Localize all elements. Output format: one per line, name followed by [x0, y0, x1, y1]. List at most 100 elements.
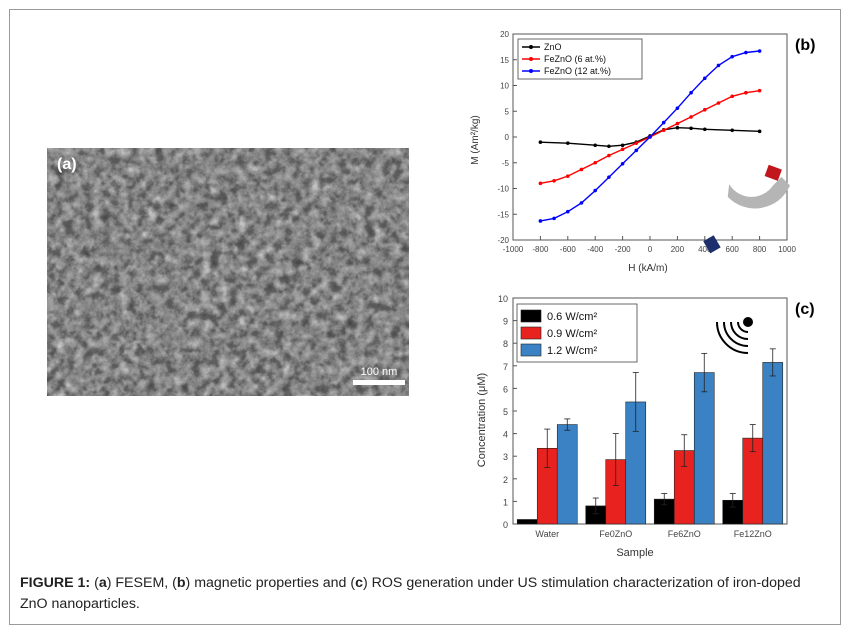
b-point-1: [703, 107, 707, 112]
c-bars-group: [516, 348, 784, 525]
b-y-tick-label: -10: [497, 185, 509, 194]
b-point-2: [648, 135, 652, 139]
b-point-1: [689, 115, 693, 119]
b-legend-label: FeZnO (12 at.%): [544, 66, 611, 76]
caption-text-3: ) magnetic properties and (: [185, 575, 356, 591]
b-legend-label: FeZnO (6 at.%): [544, 54, 606, 64]
c-bar: [556, 424, 578, 525]
b-point-1: [552, 178, 556, 183]
b-point-2: [593, 188, 597, 193]
ros-chart: 0 1 2 3 4 5 6 7 8 9 10 Water Fe0ZnO Fe6ZnO Fe12ZnO 0.6…: [476, 294, 815, 559]
c-legend-label: 1.2 W/cm²: [547, 345, 597, 357]
c-y-tick-label: 7: [503, 362, 508, 372]
c-legend-label: 0.6 W/cm²: [547, 311, 597, 323]
c-y-tick-label: 2: [503, 475, 508, 485]
b-point-2: [703, 76, 707, 81]
b-x-tick-label: -200: [615, 245, 632, 254]
caption-ref-a: a: [98, 575, 107, 591]
b-y-tick-label: -20: [497, 236, 509, 245]
b-y-tick-label: 10: [500, 82, 509, 91]
b-point-1: [538, 181, 543, 186]
b-y-tick-label: -15: [497, 210, 509, 219]
b-y-tick-label: 5: [505, 107, 510, 116]
b-y-axis-label: M (Am²/kg): [470, 115, 481, 164]
b-point-2: [730, 54, 734, 59]
magnetization-chart: -1000 -800 -600 -400 -200 0 200 400 600 800 1000-2…: [470, 30, 815, 274]
b-x-tick-label: 200: [671, 245, 685, 254]
b-point-2: [566, 209, 570, 214]
b-point-0: [675, 125, 680, 130]
b-x-axis-label: H (kA/m): [628, 263, 667, 274]
c-x-tick-label: Fe12ZnO: [734, 529, 772, 539]
b-axes: -1000 -800 -600 -400 -200 0 200 400 600 800 1000-2…: [497, 30, 796, 254]
c-y-axis-label: Concentration (μM): [476, 373, 488, 467]
b-point-1: [744, 90, 748, 95]
b-x-tick-label: 1000: [778, 245, 796, 254]
fesem-image: (a) 100 nm: [47, 148, 409, 396]
b-point-2: [552, 216, 556, 221]
b-point-2: [579, 201, 584, 205]
b-point-1: [757, 88, 762, 93]
c-y-tick-label: 6: [503, 384, 508, 394]
caption-ref-c: c: [355, 575, 363, 591]
b-point-1: [593, 160, 597, 165]
figure-frame: [9, 9, 841, 625]
b-point-2: [757, 49, 762, 53]
c-legend-swatch: [520, 326, 542, 340]
c-legend-swatch: [520, 343, 542, 357]
b-x-tick-label: 600: [726, 245, 740, 254]
caption-text-1: (: [90, 575, 99, 591]
ultrasound-icon: [716, 317, 753, 354]
b-y-tick-label: 20: [500, 30, 509, 39]
b-point-2: [607, 175, 611, 179]
b-legend-marker: [529, 57, 533, 61]
b-x-tick-label: 400: [698, 245, 712, 254]
b-point-2: [620, 161, 625, 166]
fesem-texture: [47, 148, 409, 396]
b-point-0: [730, 128, 734, 133]
b-point-0: [703, 127, 707, 132]
magnet-icon: [703, 164, 790, 254]
b-point-2: [689, 90, 693, 95]
b-point-0: [593, 143, 597, 148]
b-point-1: [675, 121, 680, 126]
b-legend: ZnO FeZnO (6 at.%) FeZnO (12 at.%): [517, 38, 643, 80]
b-point-2: [675, 106, 680, 110]
b-legend-marker: [529, 45, 533, 49]
panel-b-label: (b): [795, 37, 815, 54]
c-x-tick-label: Fe6ZnO: [668, 529, 701, 539]
caption-text-2: ) FESEM, (: [106, 575, 177, 591]
scale-bar-label: 100 nm: [360, 366, 398, 378]
c-y-tick-label: 0: [503, 520, 508, 530]
b-point-0: [607, 144, 611, 149]
b-point-0: [566, 141, 570, 145]
b-x-tick-label: -1000: [503, 245, 524, 254]
b-point-2: [744, 50, 748, 55]
b-point-1: [661, 128, 666, 133]
c-legend: 0.6 W/cm² 0.9 W/cm² 1.2 W/cm²: [516, 303, 638, 363]
caption-ref-b: b: [176, 575, 186, 591]
b-y-tick-label: 15: [500, 56, 509, 65]
b-point-1: [620, 147, 625, 152]
c-y-tick-label: 3: [503, 452, 508, 462]
b-legend-marker: [529, 69, 533, 73]
c-y-tick-label: 4: [503, 430, 508, 440]
c-legend-label: 0.9 W/cm²: [547, 328, 597, 340]
b-point-1: [634, 141, 639, 145]
figure-caption: FIGURE 1: (a) FESEM, (b) magnetic proper…: [20, 573, 830, 615]
b-point-1: [607, 153, 611, 158]
c-legend-swatch: [520, 309, 542, 323]
c-x-tick-label: Fe0ZnO: [599, 529, 632, 539]
b-x-tick-label: -600: [560, 245, 577, 254]
b-point-0: [757, 129, 762, 134]
b-point-2: [661, 120, 666, 125]
b-y-tick-label: -5: [502, 159, 510, 168]
caption-figure-number: FIGURE 1:: [20, 575, 91, 591]
b-point-1: [566, 174, 570, 178]
b-point-0: [538, 140, 543, 144]
c-bar: [762, 362, 784, 525]
b-x-tick-label: -400: [587, 245, 604, 254]
c-y-tick-label: 9: [503, 317, 508, 327]
panel-a-label: (a): [57, 156, 77, 173]
c-bar: [693, 372, 715, 525]
